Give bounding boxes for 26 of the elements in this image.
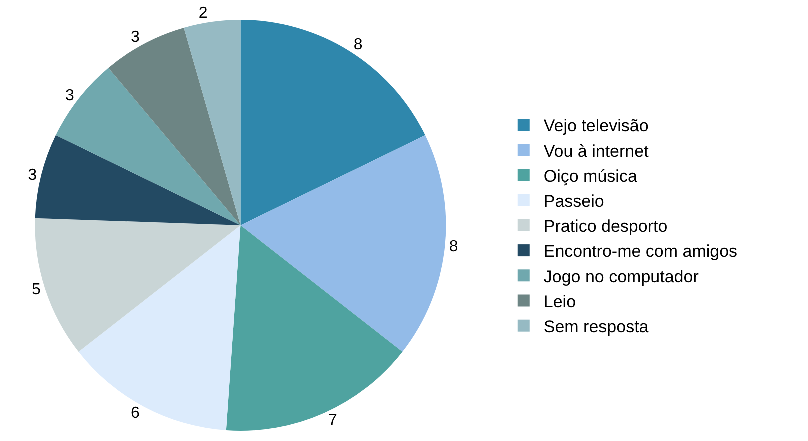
legend-label: Oiço música xyxy=(544,166,638,186)
legend-label: Jogo no computador xyxy=(544,267,700,286)
pie-slice xyxy=(78,226,241,430)
legend-label: Pratico desporto xyxy=(544,217,668,236)
pie-slice xyxy=(226,226,403,431)
legend-label: Vejo televisão xyxy=(544,116,649,136)
data-label: 3 xyxy=(130,28,140,46)
pie-slice xyxy=(35,135,241,226)
pie-slice xyxy=(240,135,446,352)
data-label: 8 xyxy=(449,238,458,256)
data-label: 3 xyxy=(28,166,38,184)
data-label: 7 xyxy=(328,412,338,429)
pie-slice xyxy=(56,68,241,226)
pie-slice xyxy=(108,28,241,226)
data-label: 2 xyxy=(198,5,208,22)
pie-slice xyxy=(184,20,241,226)
data-label: 5 xyxy=(32,281,42,298)
legend-label: Encontro-me com amigos xyxy=(544,242,738,262)
data-label: 3 xyxy=(66,87,75,104)
legend-label: Passeio xyxy=(544,192,604,211)
legend-label: Leio xyxy=(544,292,576,312)
pie-slice xyxy=(240,20,426,226)
legend-label: Vou à internet xyxy=(544,142,650,161)
data-label: 8 xyxy=(354,36,363,54)
data-label: 6 xyxy=(130,405,140,422)
legend-label: Sem resposta xyxy=(544,317,650,336)
